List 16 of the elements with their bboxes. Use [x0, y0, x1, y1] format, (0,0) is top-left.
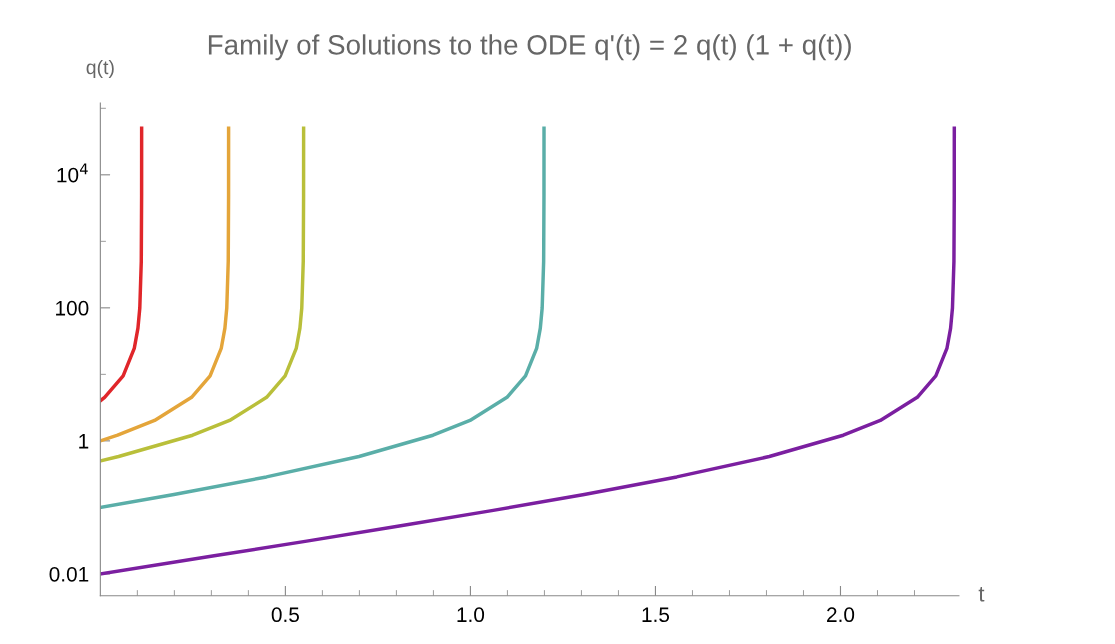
y-axis-title: q(t): [86, 59, 114, 79]
line-series: [100, 126, 231, 443]
line-series: [100, 126, 957, 576]
x-tick-label: 2.0: [827, 607, 855, 623]
y-tick-label: 10$^{4}$: [57, 163, 88, 183]
line-series: [100, 126, 144, 403]
y-tick-label: 1: [79, 434, 89, 449]
line-series: [100, 126, 306, 463]
x-tick-label: 0.5: [271, 607, 299, 623]
chart-title: Family of Solutions to the ODE q'(t) = 2 q(t) (1 + q(t)): [208, 34, 851, 61]
line-series: [100, 126, 546, 510]
x-tick-label: 1.5: [642, 607, 670, 623]
x-tick-label: 1.0: [457, 607, 485, 623]
y-tick-label: 0.01: [49, 566, 89, 582]
x-axis-title: t: [978, 587, 985, 602]
y-tick-label: 100: [56, 300, 89, 316]
